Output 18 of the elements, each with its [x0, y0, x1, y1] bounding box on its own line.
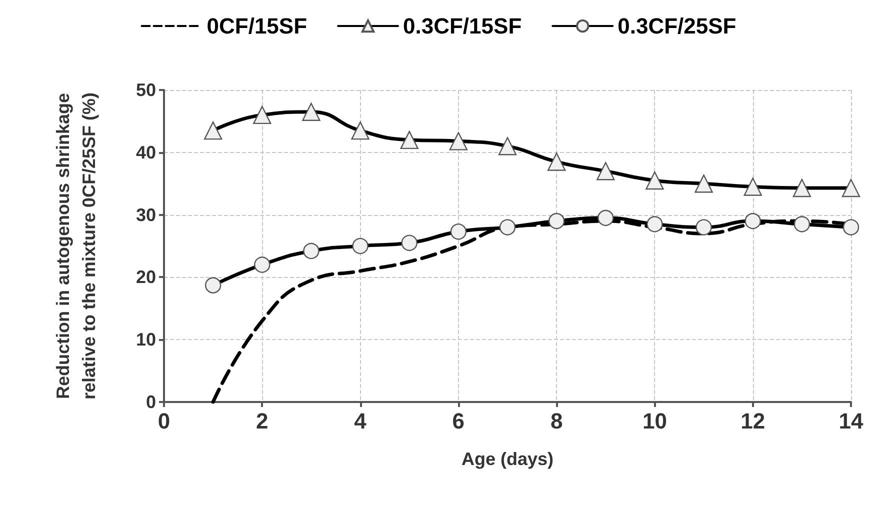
x-tick-label: 6: [452, 408, 465, 434]
x-tick-label: 10: [642, 408, 667, 434]
legend-label: 0.3CF/15SF: [403, 14, 522, 38]
x-tick-label: 4: [354, 408, 368, 434]
x-axis-title: Age (days): [461, 449, 554, 469]
x-tick-label: 14: [838, 408, 864, 434]
y-tick-label: 50: [136, 80, 156, 100]
y-tick-label: 0: [146, 392, 156, 412]
y-tick-label: 10: [136, 330, 156, 350]
x-tick-label: 12: [740, 408, 766, 434]
y-axis-title: Reduction in autogenous shrinkage relative to the mixture 0CF/25SF (%): [53, 92, 99, 400]
y-tick-label: 20: [136, 267, 156, 288]
y-tick-label: 30: [136, 204, 156, 225]
y-tick-label: 40: [136, 142, 156, 162]
legend-label: 0.3CF/25SF: [618, 14, 736, 38]
x-tick-label: 8: [550, 408, 563, 434]
x-tick-label: 2: [256, 408, 268, 434]
legend-label: 0CF/15SF: [206, 14, 308, 38]
